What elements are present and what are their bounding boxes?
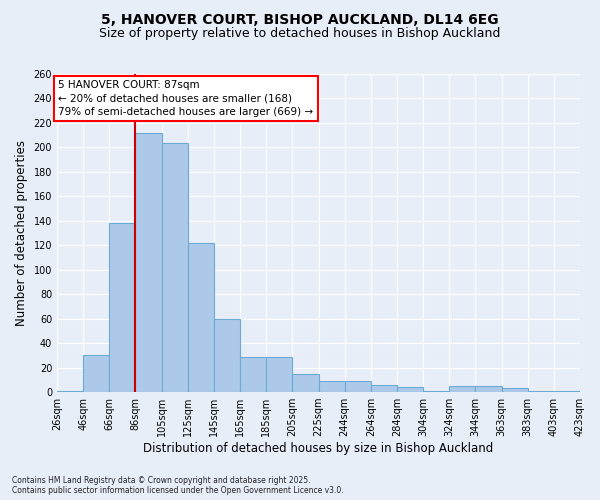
X-axis label: Distribution of detached houses by size in Bishop Auckland: Distribution of detached houses by size … bbox=[143, 442, 494, 455]
Text: 5, HANOVER COURT, BISHOP AUCKLAND, DL14 6EG: 5, HANOVER COURT, BISHOP AUCKLAND, DL14 … bbox=[101, 12, 499, 26]
Bar bbox=[266, 356, 292, 392]
Bar bbox=[136, 132, 161, 392]
Text: Size of property relative to detached houses in Bishop Auckland: Size of property relative to detached ho… bbox=[100, 28, 500, 40]
Bar bbox=[109, 224, 136, 392]
Bar bbox=[57, 391, 83, 392]
Bar bbox=[397, 387, 423, 392]
Text: Contains HM Land Registry data © Crown copyright and database right 2025.
Contai: Contains HM Land Registry data © Crown c… bbox=[12, 476, 344, 495]
Bar bbox=[423, 391, 449, 392]
Bar bbox=[214, 318, 240, 392]
Bar bbox=[528, 391, 554, 392]
Bar bbox=[188, 243, 214, 392]
Bar bbox=[449, 386, 475, 392]
Bar bbox=[292, 374, 319, 392]
Bar bbox=[475, 386, 502, 392]
Bar bbox=[554, 391, 580, 392]
Y-axis label: Number of detached properties: Number of detached properties bbox=[15, 140, 28, 326]
Bar bbox=[319, 381, 344, 392]
Bar bbox=[502, 388, 528, 392]
Bar bbox=[344, 381, 371, 392]
Bar bbox=[83, 356, 109, 392]
Bar bbox=[161, 142, 188, 392]
Bar bbox=[371, 384, 397, 392]
Text: 5 HANOVER COURT: 87sqm
← 20% of detached houses are smaller (168)
79% of semi-de: 5 HANOVER COURT: 87sqm ← 20% of detached… bbox=[58, 80, 313, 116]
Bar bbox=[240, 356, 266, 392]
